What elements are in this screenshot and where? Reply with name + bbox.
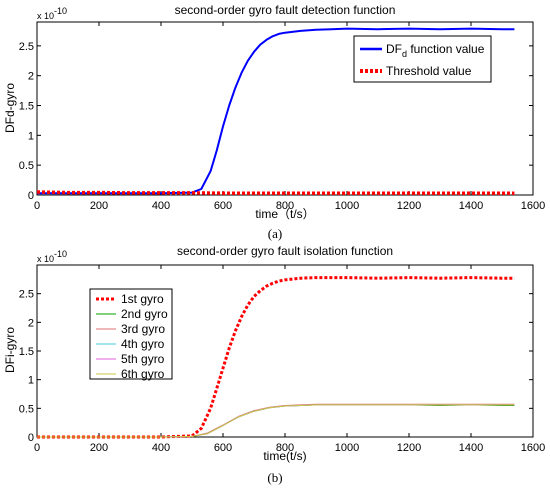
chart-b-title: second-order gyro fault isolation functi… — [177, 244, 393, 258]
chart-b-series-6th-gyro — [37, 404, 515, 438]
chart-a-y-tick-label: 2.5 — [19, 41, 34, 53]
chart-b-x-tick-label: 1000 — [335, 442, 359, 454]
chart-b-ticks: 0 200 400 600 800 1000 1200 1400 1600 0 0.5 1 1.5 2 2.… — [19, 265, 545, 454]
chart-a: second-order gyro fault detection functi… — [3, 3, 545, 241]
chart-b-x-tick-label: 600 — [214, 442, 232, 454]
chart-a-x-tick-label: 600 — [214, 200, 232, 212]
chart-a-x-tick-label: 1600 — [521, 200, 545, 212]
chart-a-y-tick-label: 1 — [28, 130, 34, 142]
chart-b-y-tick-label: 0 — [28, 432, 34, 444]
legend-label-threshold: Threshold value — [386, 64, 472, 78]
chart-b-y-tick-label: 1 — [28, 375, 34, 387]
chart-b: second-order gyro fault isolation functi… — [3, 244, 545, 485]
chart-a-series-threshold-value — [36, 190, 515, 195]
chart-a-y-tick-label: 0 — [28, 190, 34, 202]
chart-a-x-tick-label: 800 — [276, 200, 294, 212]
chart-b-x-tick-label: 0 — [34, 442, 40, 454]
legend-label-6th-gyro: 6th gyro — [121, 367, 165, 381]
legend-label-5th-gyro: 5th gyro — [121, 352, 165, 366]
chart-b-x-label: time(t/s) — [263, 449, 306, 463]
chart-b-x-tick-label: 400 — [152, 442, 170, 454]
chart-a-y-label: DFd-gyro — [3, 83, 17, 133]
chart-a-caption: (a) — [268, 226, 282, 241]
chart-a-series-dfd — [37, 27, 515, 195]
chart-b-y-tick-label: 2.5 — [19, 289, 34, 301]
chart-a-x-tick-label: 200 — [90, 200, 108, 212]
legend-label-2nd-gyro: 2nd gyro — [121, 307, 168, 321]
chart-b-x-tick-label: 1600 — [521, 442, 545, 454]
chart-a-title: second-order gyro fault detection functi… — [175, 3, 396, 17]
chart-b-y-tick-label: 0.5 — [19, 403, 34, 415]
legend-label-df-d: DFd function value — [386, 42, 485, 59]
chart-a-y-tick-label: 0.5 — [19, 160, 34, 172]
chart-b-series — [37, 276, 515, 439]
chart-a-y-exponent: x 10-10 — [37, 6, 67, 21]
chart-b-x-tick-label: 200 — [90, 442, 108, 454]
chart-b-y-tick-label: 2 — [28, 317, 34, 329]
chart-b-y-tick-label: 1.5 — [19, 346, 34, 358]
chart-b-x-tick-label: 800 — [276, 442, 294, 454]
chart-a-legend: DFd function value Threshold value — [353, 35, 492, 83]
legend-label-1st-gyro: 1st gyro — [121, 292, 164, 306]
chart-b-y-exponent: x 10-10 — [37, 249, 67, 264]
legend-label-3rd-gyro: 3rd gyro — [121, 322, 165, 336]
legend-label-4th-gyro: 4th gyro — [121, 337, 165, 351]
chart-a-ticks: 0 200 400 600 800 1000 1200 1400 1600 0 0.5 1 1.5 2 2.… — [19, 22, 545, 212]
chart-b-x-tick-label: 1200 — [397, 442, 421, 454]
chart-a-legend-box — [353, 35, 492, 83]
chart-b-x-tick-label: 1400 — [459, 442, 483, 454]
chart-a-x-tick-label: 1000 — [335, 200, 359, 212]
chart-a-x-tick-label: 0 — [34, 200, 40, 212]
chart-a-x-label: time（t/s） — [255, 207, 314, 221]
chart-a-series — [36, 27, 515, 195]
chart-b-caption: (b) — [267, 470, 282, 485]
chart-b-y-label: DFi-gyro — [3, 327, 17, 373]
chart-a-x-tick-label: 1200 — [397, 200, 421, 212]
chart-a-x-tick-label: 400 — [152, 200, 170, 212]
chart-a-x-tick-label: 1400 — [459, 200, 483, 212]
chart-a-y-tick-label: 2 — [28, 71, 34, 83]
chart-b-legend-box — [89, 288, 173, 380]
chart-a-y-tick-label: 1.5 — [19, 101, 34, 113]
